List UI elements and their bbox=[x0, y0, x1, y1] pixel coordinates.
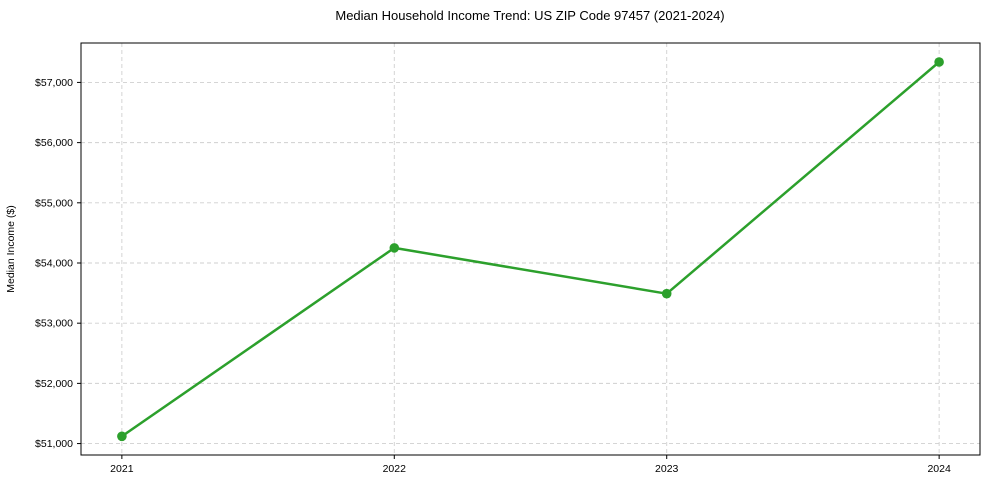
data-point-2024 bbox=[934, 57, 944, 67]
x-tick-label: 2022 bbox=[383, 463, 407, 475]
income-trend-line bbox=[120, 60, 941, 438]
x-tick-label: 2024 bbox=[927, 463, 951, 475]
y-tick-label: $55,000 bbox=[35, 197, 73, 209]
x-tick-label: 2021 bbox=[110, 463, 134, 475]
y-tick-label: $51,000 bbox=[35, 438, 73, 450]
y-tick-label: $53,000 bbox=[35, 318, 73, 330]
y-axis-label: Median Income ($) bbox=[5, 205, 17, 293]
x-tick-label: 2023 bbox=[655, 463, 679, 475]
y-tick-label: $54,000 bbox=[35, 257, 73, 269]
plot-border bbox=[80, 42, 981, 456]
chart-title: Median Household Income Trend: US ZIP Co… bbox=[335, 8, 724, 23]
y-tick-label: $57,000 bbox=[35, 77, 73, 89]
plot-area: 2021 2022 2023 2024 $51,000 $52,000 $53,000 $54… bbox=[35, 42, 981, 475]
data-point-2021 bbox=[117, 431, 127, 442]
data-point-2023 bbox=[661, 288, 672, 299]
data-point-2022 bbox=[389, 243, 400, 253]
y-tick-label: $56,000 bbox=[35, 137, 73, 149]
y-tick-label: $52,000 bbox=[35, 378, 73, 390]
